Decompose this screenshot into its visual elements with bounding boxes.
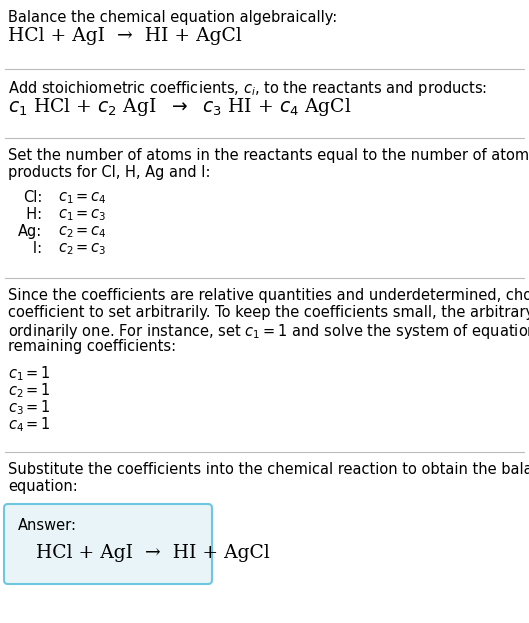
Text: equation:: equation: [8,479,78,494]
Text: H:: H: [17,207,42,222]
Text: HCl + AgI  →  HI + AgCl: HCl + AgI → HI + AgCl [36,544,270,562]
Text: $c_2 = c_4$: $c_2 = c_4$ [58,224,107,240]
Text: $c_3 = 1$: $c_3 = 1$ [8,398,51,417]
Text: $c_4 = 1$: $c_4 = 1$ [8,415,51,434]
Text: I:: I: [19,241,42,256]
Text: Answer:: Answer: [18,518,77,533]
Text: Add stoichiometric coefficients, $c_i$, to the reactants and products:: Add stoichiometric coefficients, $c_i$, … [8,79,487,98]
Text: $c_2 = c_3$: $c_2 = c_3$ [58,241,107,257]
Text: Since the coefficients are relative quantities and underdetermined, choose a: Since the coefficients are relative quan… [8,288,529,303]
Text: remaining coefficients:: remaining coefficients: [8,339,176,354]
Text: $c_2 = 1$: $c_2 = 1$ [8,381,51,400]
Text: $c_1 = 1$: $c_1 = 1$ [8,364,51,383]
Text: products for Cl, H, Ag and I:: products for Cl, H, Ag and I: [8,165,211,180]
Text: $c_1 = c_4$: $c_1 = c_4$ [58,190,107,206]
Text: ordinarily one. For instance, set $c_1 = 1$ and solve the system of equations fo: ordinarily one. For instance, set $c_1 =… [8,322,529,341]
FancyBboxPatch shape [4,504,212,584]
Text: Cl:: Cl: [23,190,42,205]
Text: HCl + AgI  →  HI + AgCl: HCl + AgI → HI + AgCl [8,27,242,45]
Text: Set the number of atoms in the reactants equal to the number of atoms in the: Set the number of atoms in the reactants… [8,148,529,163]
Text: Substitute the coefficients into the chemical reaction to obtain the balanced: Substitute the coefficients into the che… [8,462,529,477]
Text: $c_1$ HCl + $c_2$ AgI  $\rightarrow$  $c_3$ HI + $c_4$ AgCl: $c_1$ HCl + $c_2$ AgI $\rightarrow$ $c_3… [8,96,351,118]
Text: coefficient to set arbitrarily. To keep the coefficients small, the arbitrary va: coefficient to set arbitrarily. To keep … [8,305,529,320]
Text: Balance the chemical equation algebraically:: Balance the chemical equation algebraica… [8,10,338,25]
Text: Ag:: Ag: [18,224,42,239]
Text: $c_1 = c_3$: $c_1 = c_3$ [58,207,107,222]
